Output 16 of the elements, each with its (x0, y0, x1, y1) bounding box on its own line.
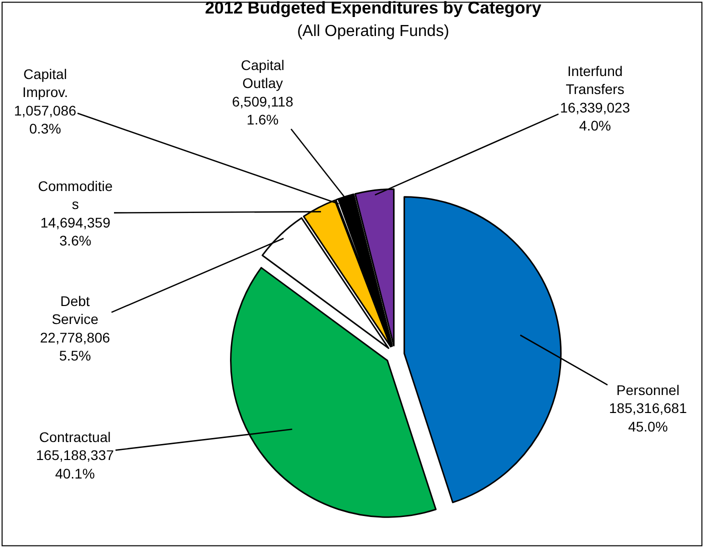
data-label: 165,188,337 40.1% (36, 447, 114, 482)
data-label: 22,778,806 5.5% (40, 329, 110, 364)
slice-label: Debt Service (52, 293, 99, 328)
slice-label: Personnel (616, 382, 680, 398)
slice-label: Commoditie s (38, 178, 113, 212)
slice-label: Interfund Transfers (566, 63, 624, 98)
chart-title: 2012 Budgeted Expenditures by Category (204, 0, 542, 18)
data-label: 185,316,681 45.0% (609, 400, 688, 434)
slice-label: Capital Improv. (22, 66, 68, 100)
chart-subtitle: (All Operating Funds) (297, 22, 450, 40)
data-label: 16,339,023 4.0% (560, 99, 630, 134)
data-label: 6,509,118 1.6% (232, 93, 294, 128)
slice-label: Capital Outlay (240, 57, 284, 92)
data-label: 14,694,359 3.6% (40, 214, 111, 249)
slice-label: Contractual (39, 429, 111, 445)
data-label: 1,057,086 0.3% (14, 102, 76, 137)
